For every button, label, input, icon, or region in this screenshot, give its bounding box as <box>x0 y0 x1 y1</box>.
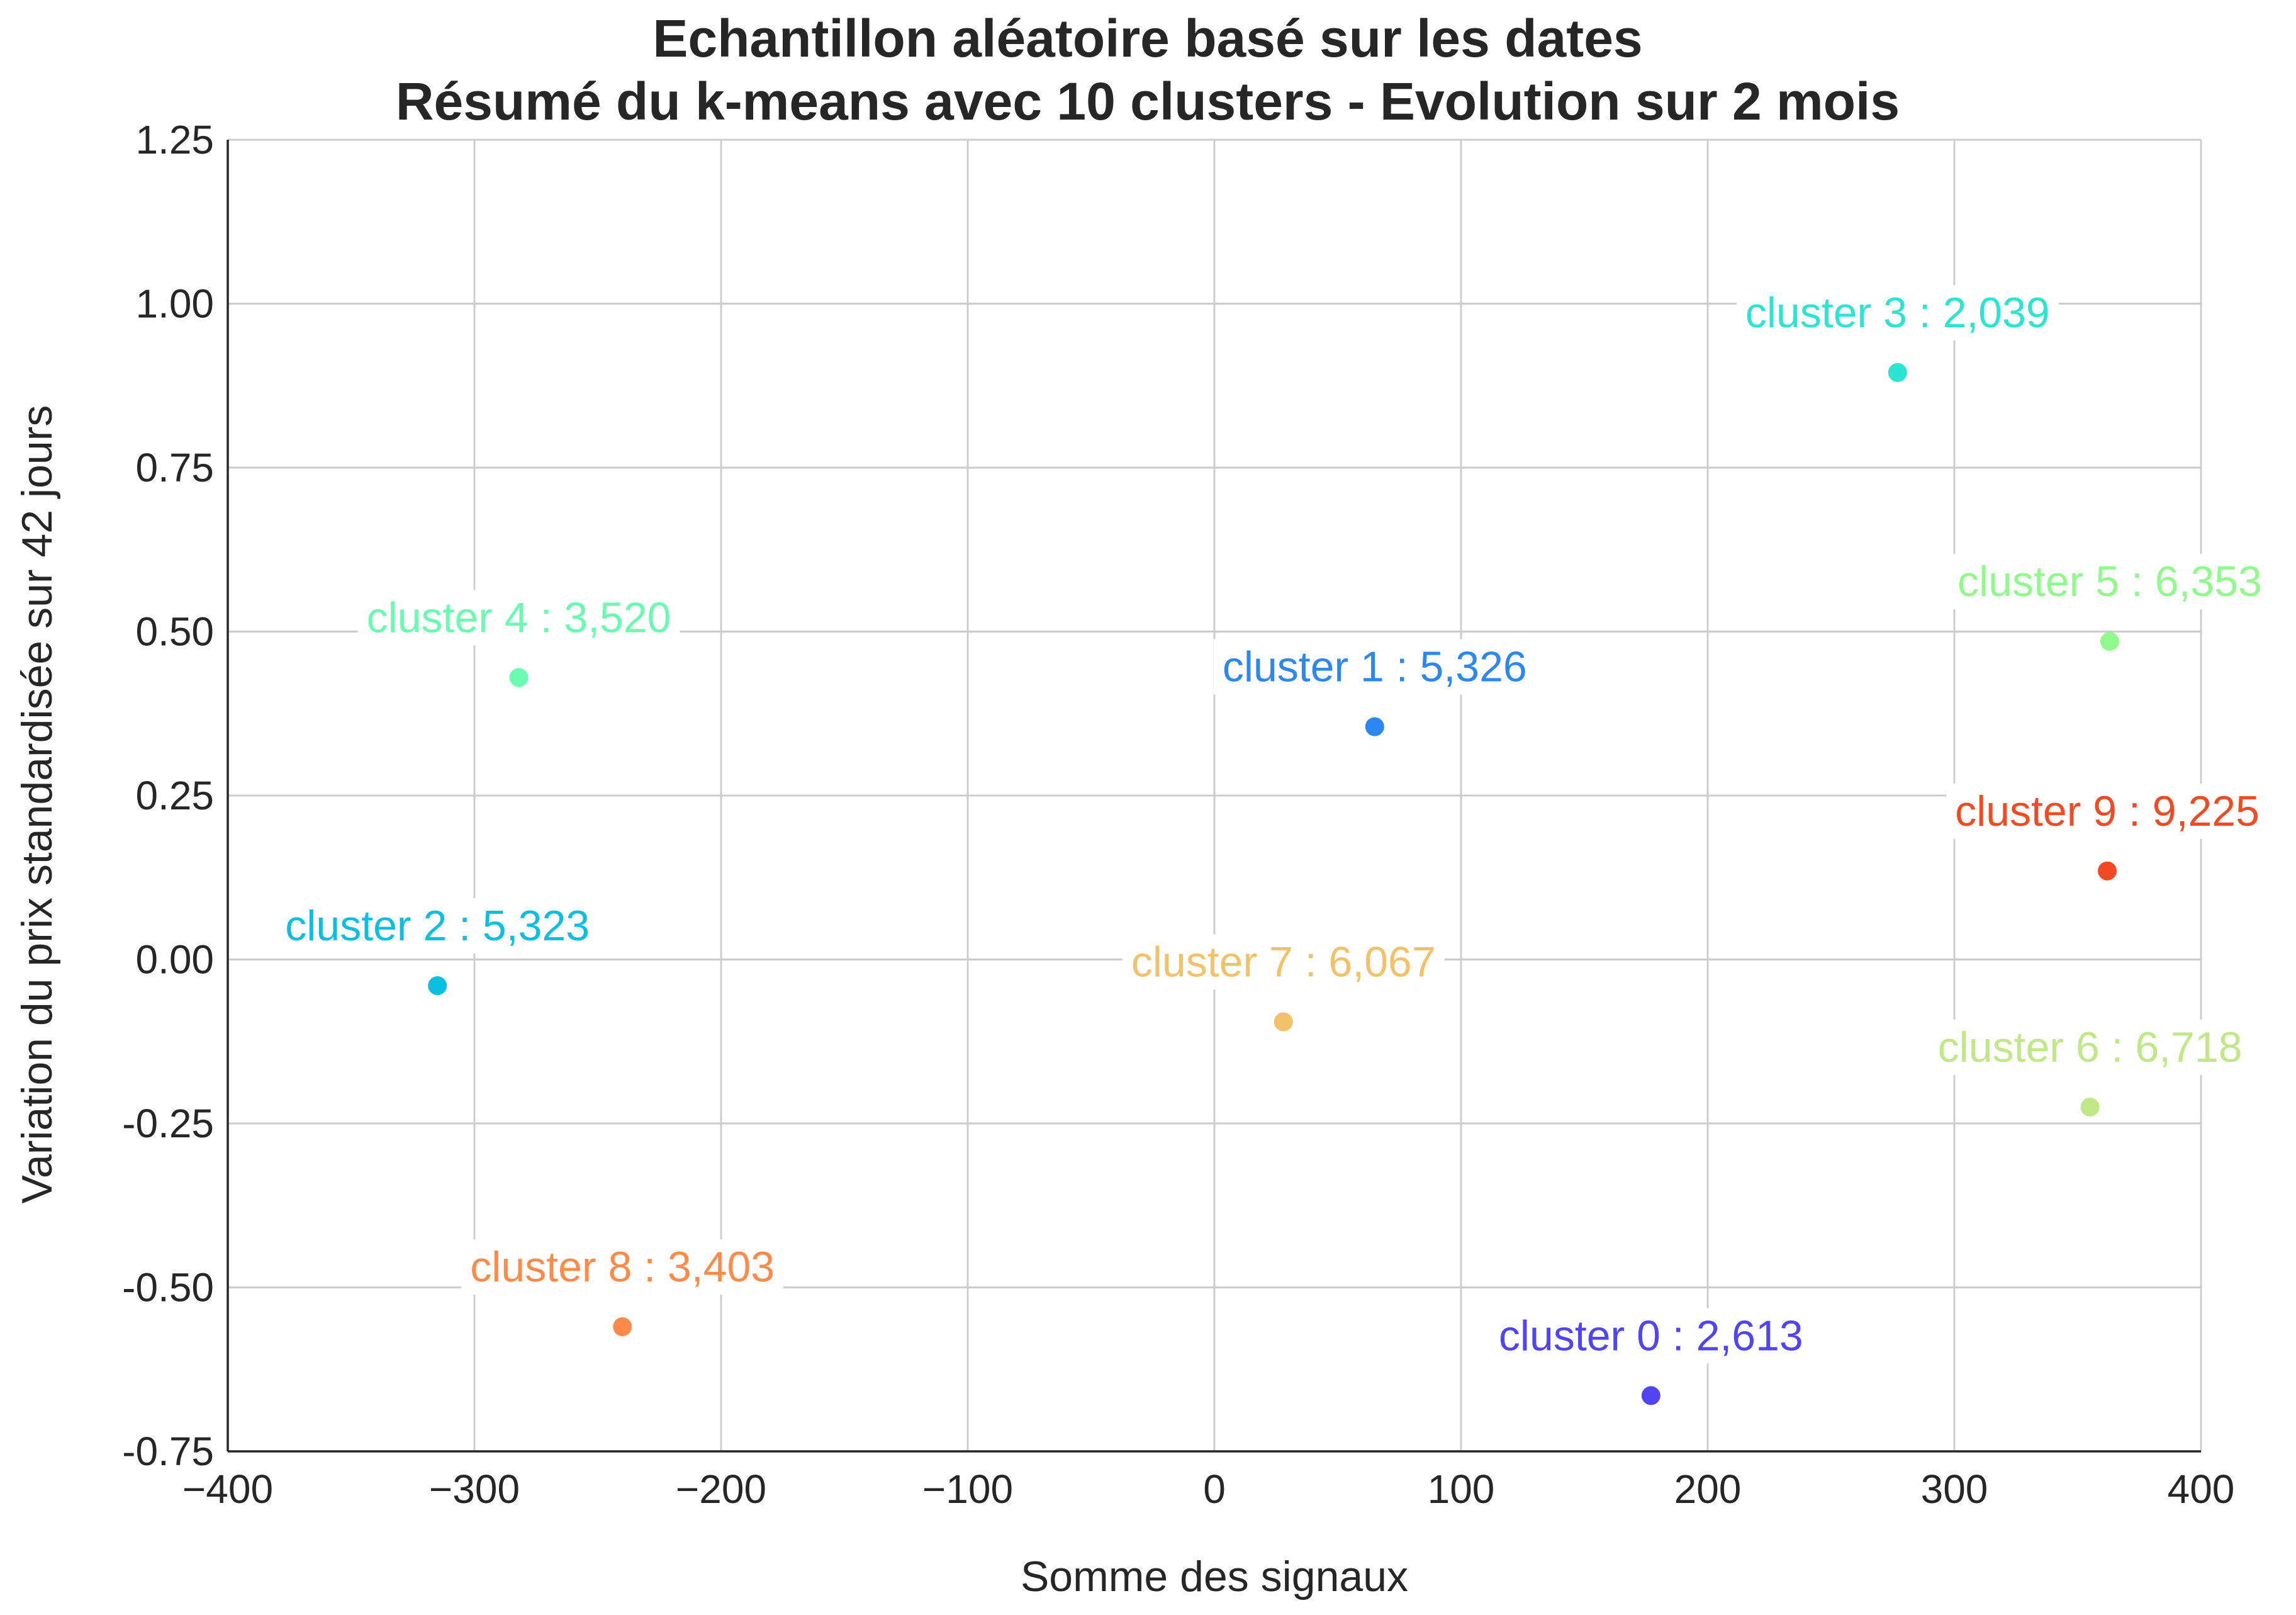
cluster-label-text: cluster 7 : 6,067 <box>1131 938 1436 986</box>
cluster-label-background <box>1122 934 1445 990</box>
chart-title-line-2: Résumé du k-means avec 10 clusters - Evo… <box>396 72 1900 131</box>
cluster-label-background <box>1489 1308 1812 1364</box>
cluster-point <box>1274 1012 1293 1032</box>
cluster-label-background <box>1946 783 2268 839</box>
cluster-label-text: cluster 3 : 2,039 <box>1745 289 2050 337</box>
cluster-label-background <box>1929 1019 2251 1075</box>
y-tick-label: 0.75 <box>135 445 214 490</box>
cluster-label: cluster 1 : 5,326 <box>1213 639 1536 695</box>
cluster-label: cluster 3 : 2,039 <box>1736 284 2059 340</box>
cluster-label-text: cluster 1 : 5,326 <box>1223 643 1527 691</box>
x-tick-label: 400 <box>2168 1466 2235 1512</box>
cluster-label: cluster 2 : 5,323 <box>276 898 599 954</box>
cluster-label: cluster 9 : 9,225 <box>1946 783 2268 839</box>
cluster-point <box>1641 1386 1660 1405</box>
y-tick-label: 0.00 <box>135 937 214 982</box>
cluster-point <box>2098 861 2117 881</box>
cluster-label: cluster 4 : 3,520 <box>357 590 680 646</box>
cluster-label-background <box>276 898 599 954</box>
cluster-point <box>613 1317 632 1337</box>
y-tick-label: 1.00 <box>135 281 214 327</box>
cluster-label-text: cluster 6 : 6,718 <box>1938 1023 2243 1071</box>
y-tick-label: -0.25 <box>122 1101 214 1146</box>
x-tick-label: −200 <box>676 1466 766 1512</box>
cluster-label-background <box>357 590 680 646</box>
cluster-label-background <box>1213 639 1536 695</box>
y-tick-label: 0.25 <box>135 773 214 818</box>
x-tick-label: −400 <box>182 1466 273 1512</box>
cluster-label-text: cluster 5 : 6,353 <box>1957 558 2262 605</box>
cluster-label: cluster 7 : 6,067 <box>1122 934 1445 990</box>
x-tick-label: 300 <box>1921 1466 1988 1512</box>
cluster-point <box>509 668 529 687</box>
x-tick-label: 0 <box>1203 1466 1226 1512</box>
x-tick-label: 100 <box>1428 1466 1495 1512</box>
cluster-label-text: cluster 9 : 9,225 <box>1955 787 2260 835</box>
y-tick-label: 0.50 <box>135 609 214 655</box>
cluster-label-background <box>461 1239 784 1295</box>
cluster-label: cluster 8 : 3,403 <box>461 1239 784 1295</box>
x-tick-label: −300 <box>429 1466 520 1512</box>
cluster-point <box>2100 632 2119 651</box>
cluster-label-background <box>1736 284 2059 340</box>
cluster-label: cluster 6 : 6,718 <box>1929 1019 2251 1075</box>
cluster-label-text: cluster 8 : 3,403 <box>470 1243 775 1291</box>
cluster-label-text: cluster 2 : 5,323 <box>285 902 590 950</box>
x-axis-label: Somme des signaux <box>1021 1553 1408 1601</box>
y-tick-label: -0.50 <box>122 1265 214 1310</box>
cluster-point <box>2080 1097 2100 1117</box>
cluster-point <box>1888 363 1907 382</box>
y-tick-label: 1.25 <box>135 117 214 162</box>
y-tick-label: -0.75 <box>122 1429 214 1474</box>
x-tick-label: −100 <box>922 1466 1013 1512</box>
cluster-label: cluster 5 : 6,353 <box>1949 554 2271 610</box>
cluster-label-text: cluster 4 : 3,520 <box>367 594 671 641</box>
cluster-label-text: cluster 0 : 2,613 <box>1499 1312 1803 1359</box>
cluster-label-background <box>1949 554 2271 610</box>
cluster-point <box>1365 717 1384 736</box>
cluster-label: cluster 0 : 2,613 <box>1489 1308 1812 1364</box>
x-tick-label: 200 <box>1674 1466 1742 1512</box>
y-axis-label: Variation du prix standardisée sur 42 jo… <box>13 405 61 1204</box>
chart-title-line-1: Echantillon aléatoire basé sur les dates <box>652 9 1642 68</box>
cluster-point <box>428 976 447 996</box>
